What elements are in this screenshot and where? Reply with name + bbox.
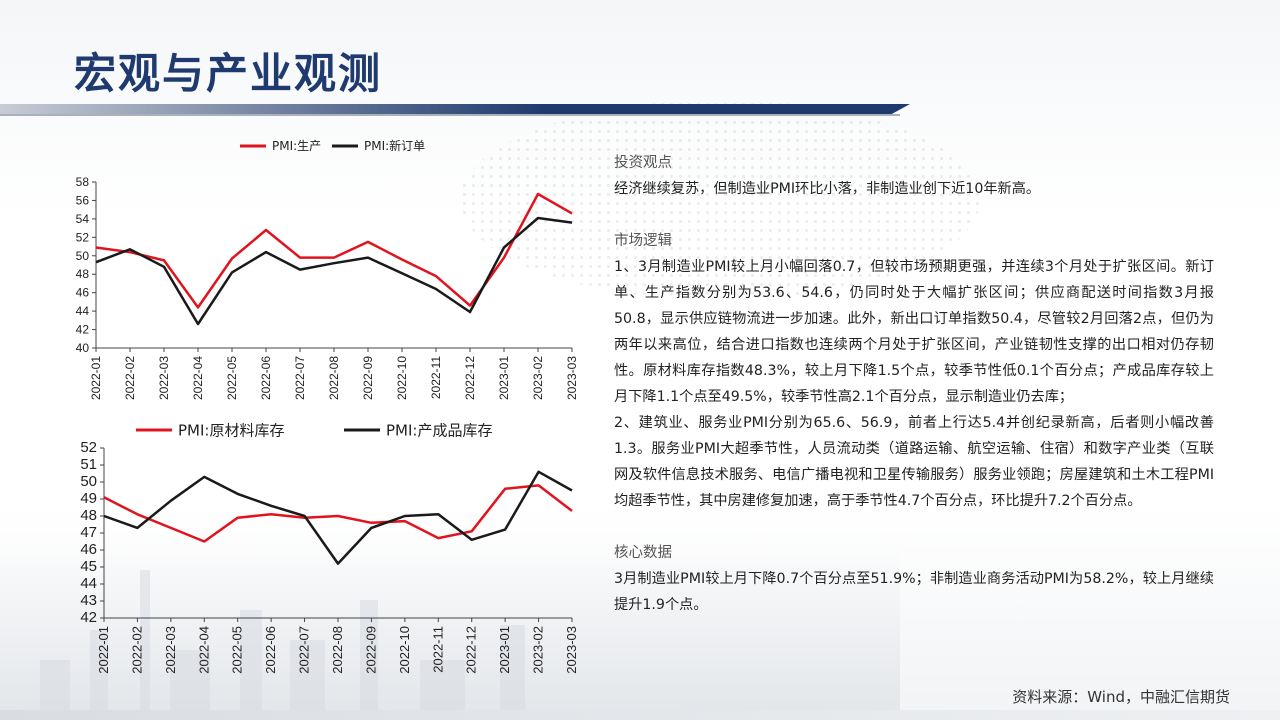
x-tick-label: 2023-02 [531,356,545,400]
section-body-view: 经济继续复苏，但制造业PMI环比小落，非制造业创下近10年新高。 [614,181,1041,197]
page-title: 宏观与产业观测 [74,49,383,98]
x-tick-label: 2022-09 [361,356,375,400]
y-tick-label: 47 [80,524,97,541]
x-tick-label: 2022-02 [123,356,137,400]
chart-svg: 40 42 44 46 48 50 52 54 56 58 2022-01 2022-02 2022-0… [76,138,579,400]
legend-label-1: PMI:产成品库存 [386,421,492,439]
x-tick-label: 2022-10 [395,356,409,400]
chart-pmi-inventory: 42 43 44 45 46 47 48 49 50 51 52 2022-01 2022-02 2022… [60,418,590,680]
x-tick-label: 2022-10 [397,626,412,674]
series-line-0 [95,192,573,309]
y-tick-label: 50 [76,249,90,263]
x-tick-label: 2022-01 [89,356,103,400]
legend-label-0: PMI:生产 [272,139,321,153]
section-body-logic-1: 1、3月制造业PMI较上月小幅回落0.7，但较市场预期更强，并连续3个月处于扩张… [614,259,1214,405]
y-tick-label: 44 [76,304,90,318]
y-tick-label: 50 [80,473,97,490]
y-tick-label: 51 [80,456,97,473]
x-tick-label: 2023-02 [531,626,546,674]
y-tick-label: 46 [80,541,97,558]
x-tick-label: 2022-03 [157,356,171,400]
x-tick-label: 2022-05 [230,626,245,674]
legend-label-1: PMI:新订单 [364,138,425,153]
x-tick-label: 2022-11 [430,626,445,673]
y-tick-label: 54 [76,212,90,226]
x-tick-label: 2022-03 [163,626,178,674]
x-tick-label: 2022-06 [259,356,273,400]
y-tick-label: 42 [80,609,97,626]
x-tick-label: 2022-07 [297,626,312,674]
section-body-logic-2: 2、建筑业、服务业PMI分别为65.6、56.9，前者上行达5.4并创纪录新高，… [614,415,1214,509]
x-tick-label: 2022-11 [429,356,443,399]
x-tick-label: 2023-03 [565,356,579,400]
y-tick-label: 42 [76,323,90,337]
y-tick-label: 48 [80,507,97,524]
x-tick-label: 2022-09 [363,626,378,674]
x-tick-label: 2022-02 [129,626,144,674]
section-heading-core-data: 核心数据 [614,545,672,561]
y-tick-label: 46 [76,286,90,300]
y-tick-label: 58 [76,175,90,189]
section-heading-view: 投资观点 [614,155,672,171]
x-tick-label: 2022-12 [464,626,479,674]
x-tick-label: 2022-01 [96,626,111,674]
title-accent-bar [0,104,910,114]
section-heading-logic: 市场逻辑 [614,233,672,249]
x-tick-label: 2022-04 [196,626,211,674]
section-body-core-data: 3月制造业PMI较上月下降0.7个百分点至51.9%；非制造业商务活动PMI为5… [614,571,1214,613]
x-tick-label: 2023-03 [564,626,579,674]
series-line-1 [95,216,573,326]
x-tick-label: 2022-05 [225,356,239,400]
y-tick-label: 56 [76,193,90,207]
x-tick-label: 2022-12 [463,356,477,400]
x-tick-label: 2022-04 [191,356,205,400]
x-tick-label: 2023-01 [497,626,512,674]
bottom-bar [0,710,1280,720]
legend-label-0: PMI:原材料库存 [178,421,284,439]
x-tick-label: 2022-07 [293,356,307,400]
y-tick-label: 44 [80,575,97,592]
y-tick-label: 52 [76,230,90,244]
chart-pmi-production-neworders: 40 42 44 46 48 50 52 54 56 58 2022-01 2022-02 2022-0… [60,130,590,420]
source-note: 资料来源：Wind，中融汇信期货 [1012,688,1230,706]
y-tick-label: 45 [80,558,97,575]
analysis-text-panel: 投资观点 经济继续复苏，但制造业PMI环比小落，非制造业创下近10年新高。 市场… [614,144,1214,618]
skyline-watermark [0,540,900,720]
y-tick-label: 52 [80,439,97,456]
y-tick-label: 48 [76,267,90,281]
x-tick-label: 2022-08 [327,356,341,400]
x-tick-label: 2022-06 [263,626,278,674]
title-divider [0,114,900,116]
y-tick-label: 49 [80,490,97,507]
x-tick-label: 2022-08 [330,626,345,674]
series-line-0 [103,484,573,543]
y-tick-label: 40 [76,341,90,355]
x-tick-label: 2023-01 [497,356,511,400]
y-tick-label: 43 [80,592,97,609]
series-line-1 [103,470,573,565]
